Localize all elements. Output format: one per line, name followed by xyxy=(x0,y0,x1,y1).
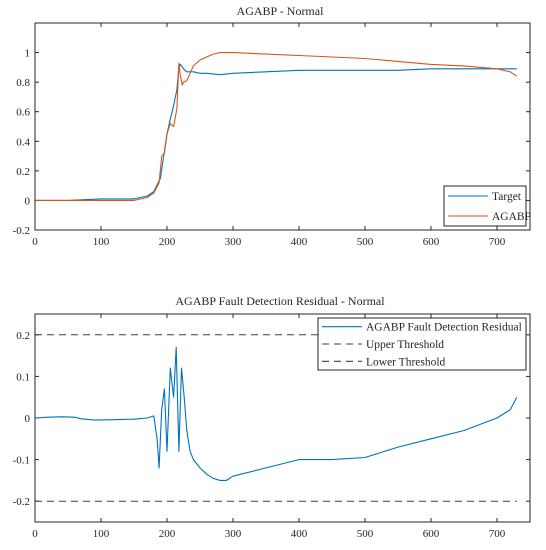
series-line-agabp-fault-detection-residual xyxy=(34,346,518,481)
legend-box xyxy=(443,185,527,227)
y-tick-label: 0.2 xyxy=(16,166,30,178)
x-tick-label: 100 xyxy=(93,236,110,248)
axes-box xyxy=(34,22,531,231)
chart-title: AGABP - Normal xyxy=(237,4,325,18)
legend-label: Target xyxy=(492,191,522,203)
legend-label: AGABP xyxy=(492,211,531,223)
x-tick-label: 600 xyxy=(423,528,440,540)
x-tick-label: 200 xyxy=(159,528,176,540)
y-tick-label: 0.4 xyxy=(16,136,30,148)
series-line-agabp xyxy=(35,52,518,201)
y-ticks: -0.2 0 0.2 0.4 0.6 0.8 1 xyxy=(13,48,530,237)
y-tick-label: 0.8 xyxy=(16,77,30,89)
x-tick-label: 500 xyxy=(357,528,374,540)
y-tick-label: -0.2 xyxy=(13,225,30,237)
legend-label: Lower Threshold xyxy=(366,356,446,368)
chart-bottom: AGABP Fault Detection Residual - Normal … xyxy=(13,294,531,540)
y-tick-label: 0.2 xyxy=(16,330,30,342)
legend: Target AGABP xyxy=(443,185,531,227)
x-tick-label: 0 xyxy=(32,236,38,248)
y-tick-label: -0.1 xyxy=(13,455,30,467)
axes-box xyxy=(34,313,531,523)
x-tick-label: 0 xyxy=(32,528,38,540)
y-tick-label: 1 xyxy=(25,48,31,60)
series-line-target xyxy=(35,63,517,201)
y-tick-label: -0.2 xyxy=(13,496,30,508)
legend-label: Upper Threshold xyxy=(366,339,444,351)
y-tick-label: 0.6 xyxy=(16,107,30,119)
x-tick-label: 700 xyxy=(489,528,506,540)
chart-top: AGABP - Normal 0 100 200 300 400 500 600 700 -0… xyxy=(13,4,531,248)
x-tick-label: 400 xyxy=(291,236,308,248)
x-tick-label: 700 xyxy=(489,236,506,248)
y-tick-label: 0 xyxy=(25,195,31,207)
y-tick-label: 0.1 xyxy=(16,371,30,383)
x-ticks: 0 100 200 300 400 500 600 700 xyxy=(32,314,506,540)
x-tick-label: 500 xyxy=(357,236,374,248)
x-tick-label: 200 xyxy=(159,236,176,248)
plot-area xyxy=(35,52,518,201)
legend-label: AGABP Fault Detection Residual xyxy=(366,322,522,334)
x-tick-label: 300 xyxy=(225,236,242,248)
legend: AGABP Fault Detection Residual Upper Thre… xyxy=(317,317,527,371)
chart-title: AGABP Fault Detection Residual - Normal xyxy=(175,294,385,308)
x-tick-label: 300 xyxy=(225,528,242,540)
x-tick-label: 100 xyxy=(93,528,110,540)
y-ticks: -0.2 -0.1 0 0.1 0.2 xyxy=(13,330,530,508)
y-tick-label: 0 xyxy=(25,413,31,425)
x-ticks: 0 100 200 300 400 500 600 700 xyxy=(32,23,506,248)
x-tick-label: 600 xyxy=(423,236,440,248)
x-tick-label: 400 xyxy=(291,528,308,540)
